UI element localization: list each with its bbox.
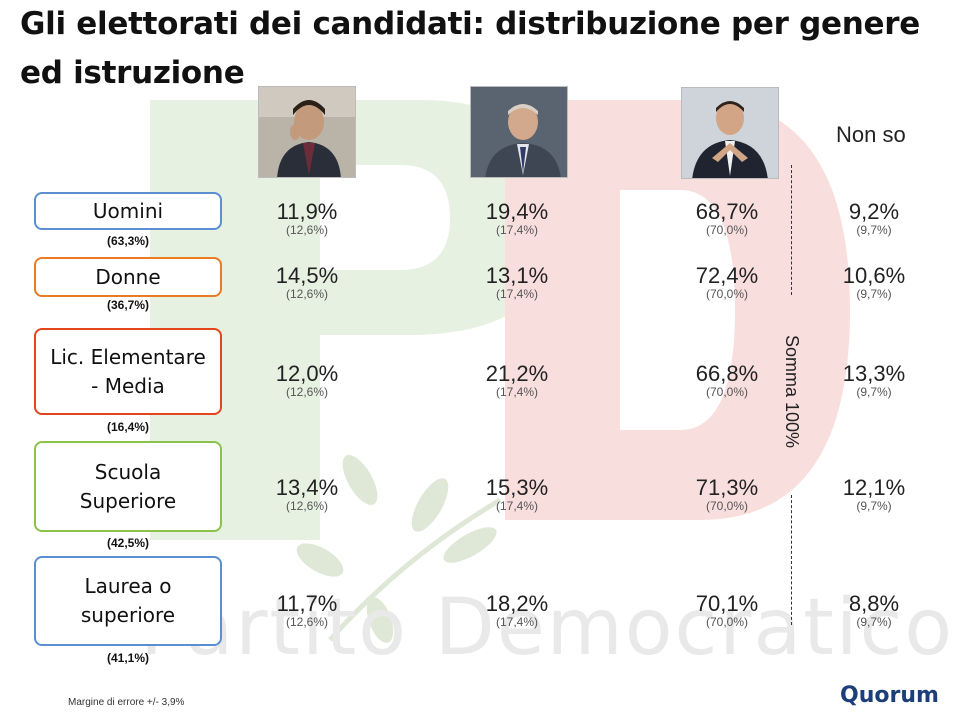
- quorum-logo-text: Quorum: [840, 683, 939, 708]
- candidate-2-photo: [470, 86, 568, 178]
- cell-elementare-c2: 21,2% (17,4%): [447, 362, 587, 399]
- cell-value: 18,2%: [485, 591, 549, 616]
- page-title: Gli elettorati dei candidati: distribuzi…: [20, 6, 920, 91]
- cell-elementare-nonso: 13,3% (9,7%): [804, 362, 944, 399]
- cell-laurea-nonso: 8,8% (9,7%): [804, 592, 944, 629]
- cell-value: 13,1%: [485, 263, 549, 288]
- cell-reference: (12,6%): [285, 615, 329, 629]
- cell-superiore-c3: 71,3% (70,0%): [657, 476, 797, 513]
- cell-reference: (70,0%): [705, 287, 749, 301]
- candidate-3-photo: [681, 87, 779, 179]
- cell-reference: (17,4%): [495, 223, 539, 237]
- row-label-laurea: Laurea o superiore: [34, 556, 222, 646]
- cell-value: 13,3%: [842, 361, 906, 386]
- cell-reference: (9,7%): [856, 287, 892, 301]
- cell-donne-c3: 72,4% (70,0%): [657, 264, 797, 301]
- separator-top-line: [791, 165, 792, 295]
- cell-value: 8,8%: [848, 591, 900, 616]
- cell-reference: (70,0%): [705, 223, 749, 237]
- cell-value: 13,4%: [275, 475, 339, 500]
- cell-value: 12,1%: [842, 475, 906, 500]
- somma-label-text: Somma 100%: [782, 335, 802, 448]
- cell-donne-c2: 13,1% (17,4%): [447, 264, 587, 301]
- cell-value: 11,7%: [276, 591, 338, 616]
- cell-uomini-c2: 19,4% (17,4%): [447, 200, 587, 237]
- cell-value: 15,3%: [485, 475, 549, 500]
- cell-uomini-nonso: 9,2% (9,7%): [804, 200, 944, 237]
- cell-reference: (9,7%): [856, 385, 892, 399]
- row-share-uomini: (63,3%): [106, 234, 150, 248]
- cell-reference: (12,6%): [285, 223, 329, 237]
- row-share-elementare: (16,4%): [106, 420, 150, 434]
- row-label-superiore: Scuola Superiore: [34, 441, 222, 532]
- row-share-superiore: (42,5%): [106, 536, 150, 550]
- cell-laurea-c3: 70,1% (70,0%): [657, 592, 797, 629]
- separator-bottom-line: [791, 495, 792, 625]
- cell-uomini-c3: 68,7% (70,0%): [657, 200, 797, 237]
- error-margin-footnote: Margine di errore +/- 3,9%: [68, 697, 185, 708]
- cell-value: 72,4%: [695, 263, 759, 288]
- cell-reference: (70,0%): [705, 499, 749, 513]
- quorum-logo: Quorum: [840, 683, 939, 708]
- cell-value: 71,3%: [695, 475, 759, 500]
- cell-value: 10,6%: [842, 263, 906, 288]
- cell-value: 12,0%: [275, 361, 339, 386]
- cell-value: 11,9%: [276, 199, 338, 224]
- cell-uomini-c1: 11,9% (12,6%): [237, 200, 377, 237]
- cell-reference: (17,4%): [495, 385, 539, 399]
- cell-reference: (17,4%): [495, 499, 539, 513]
- watermark-letter-p: [150, 100, 560, 540]
- cell-value: 9,2%: [848, 199, 900, 224]
- cell-reference: (70,0%): [705, 615, 749, 629]
- row-label-donne: Donne: [34, 257, 222, 297]
- cell-value: 68,7%: [695, 199, 759, 224]
- cell-reference: (9,7%): [856, 223, 892, 237]
- cell-laurea-c1: 11,7% (12,6%): [237, 592, 377, 629]
- cell-donne-c1: 14,5% (12,6%): [237, 264, 377, 301]
- cell-value: 14,5%: [275, 263, 339, 288]
- cell-superiore-nonso: 12,1% (9,7%): [804, 476, 944, 513]
- cell-value: 66,8%: [695, 361, 759, 386]
- olive-branch-icon: [296, 455, 502, 643]
- cell-superiore-c1: 13,4% (12,6%): [237, 476, 377, 513]
- row-label-elementare: Lic. Elementare - Media: [34, 328, 222, 415]
- cell-reference: (9,7%): [856, 499, 892, 513]
- cell-reference: (12,6%): [285, 385, 329, 399]
- cell-reference: (17,4%): [495, 615, 539, 629]
- row-share-laurea: (41,1%): [106, 651, 150, 665]
- cell-superiore-c2: 15,3% (17,4%): [447, 476, 587, 513]
- candidate-1-photo: [258, 86, 356, 178]
- cell-donne-nonso: 10,6% (9,7%): [804, 264, 944, 301]
- row-share-donne: (36,7%): [106, 298, 150, 312]
- cell-value: 19,4%: [485, 199, 549, 224]
- cell-reference: (9,7%): [856, 615, 892, 629]
- watermark-letter-d: [505, 100, 850, 520]
- row-label-uomini: Uomini: [34, 192, 222, 230]
- cell-laurea-c2: 18,2% (17,4%): [447, 592, 587, 629]
- cell-elementare-c1: 12,0% (12,6%): [237, 362, 377, 399]
- cell-value: 70,1%: [695, 591, 759, 616]
- cell-reference: (70,0%): [705, 385, 749, 399]
- cell-reference: (12,6%): [285, 499, 329, 513]
- somma-label: Somma 100%: [772, 335, 812, 465]
- cell-reference: (12,6%): [285, 287, 329, 301]
- non-so-header: Non so: [836, 122, 906, 147]
- cell-elementare-c3: 66,8% (70,0%): [657, 362, 797, 399]
- cell-value: 21,2%: [485, 361, 549, 386]
- watermark-text: Partito Democratico: [140, 583, 955, 673]
- cell-reference: (17,4%): [495, 287, 539, 301]
